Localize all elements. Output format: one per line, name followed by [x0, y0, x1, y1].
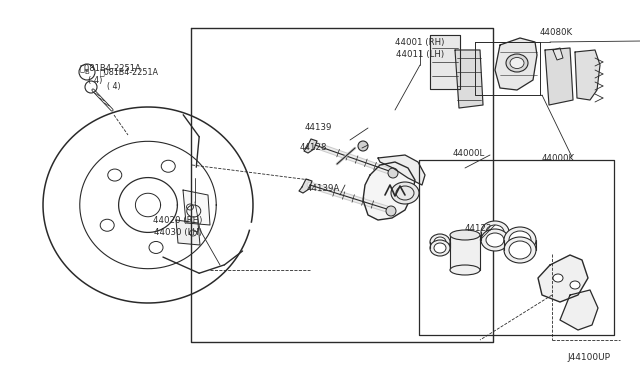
Text: 44122: 44122: [465, 224, 493, 232]
Text: 44080K: 44080K: [540, 28, 573, 36]
Ellipse shape: [509, 231, 531, 249]
Ellipse shape: [430, 240, 450, 256]
Ellipse shape: [450, 230, 480, 240]
Polygon shape: [545, 48, 573, 105]
Text: 44000L: 44000L: [453, 148, 485, 157]
Ellipse shape: [430, 234, 450, 250]
Polygon shape: [304, 139, 317, 153]
Polygon shape: [183, 190, 210, 225]
Text: ( 4): ( 4): [107, 81, 120, 90]
Ellipse shape: [486, 225, 504, 239]
Text: ( 4): ( 4): [88, 76, 102, 84]
Polygon shape: [560, 290, 598, 330]
Ellipse shape: [486, 233, 504, 247]
Circle shape: [388, 168, 398, 178]
Ellipse shape: [504, 227, 536, 253]
Text: 44020 (RH): 44020 (RH): [154, 215, 203, 224]
Ellipse shape: [506, 54, 528, 72]
Ellipse shape: [509, 241, 531, 259]
Ellipse shape: [434, 237, 446, 247]
Polygon shape: [363, 162, 415, 220]
Ellipse shape: [570, 281, 580, 289]
Text: 44000K: 44000K: [542, 154, 575, 163]
Circle shape: [386, 206, 396, 216]
Polygon shape: [553, 48, 563, 60]
Ellipse shape: [504, 237, 536, 263]
Ellipse shape: [553, 274, 563, 282]
Ellipse shape: [450, 265, 480, 275]
Polygon shape: [495, 38, 537, 90]
Polygon shape: [176, 220, 200, 245]
Ellipse shape: [434, 243, 446, 253]
Text: J44100UP: J44100UP: [567, 353, 610, 362]
Text: 44128: 44128: [300, 142, 328, 151]
Text: Ⓑ081B4-2251A: Ⓑ081B4-2251A: [100, 67, 159, 77]
Ellipse shape: [391, 182, 419, 204]
Polygon shape: [538, 255, 588, 302]
Polygon shape: [450, 235, 480, 270]
Ellipse shape: [510, 58, 524, 68]
Ellipse shape: [481, 221, 509, 243]
Text: 44139A: 44139A: [307, 183, 340, 192]
Text: 44139: 44139: [305, 122, 332, 131]
Polygon shape: [455, 50, 483, 108]
Text: Ⓑ081B4-2251A: Ⓑ081B4-2251A: [80, 64, 141, 73]
Circle shape: [358, 141, 368, 151]
Polygon shape: [378, 155, 425, 185]
Text: 44011 (LH): 44011 (LH): [396, 49, 444, 58]
Text: 44030 (LH): 44030 (LH): [154, 228, 202, 237]
Ellipse shape: [481, 229, 509, 251]
Polygon shape: [299, 179, 312, 193]
Text: 44001 (RH): 44001 (RH): [396, 38, 445, 46]
Polygon shape: [430, 35, 460, 89]
Polygon shape: [575, 50, 600, 100]
Text: B: B: [84, 69, 90, 75]
